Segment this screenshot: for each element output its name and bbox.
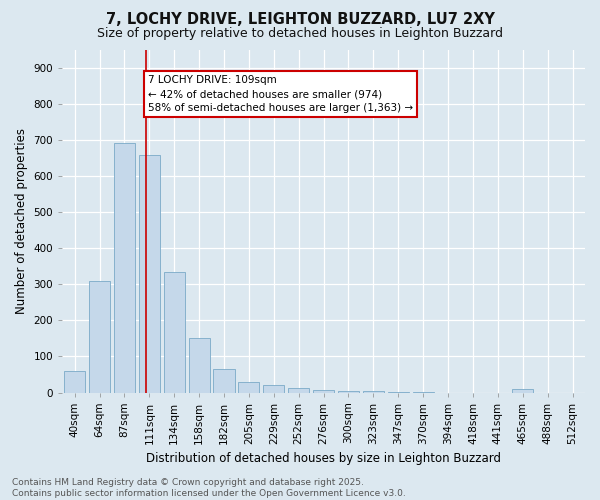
Bar — [214, 369, 235, 392]
Bar — [363, 391, 384, 392]
Bar — [238, 382, 259, 392]
Bar — [114, 142, 135, 392]
Text: 7 LOCHY DRIVE: 109sqm
← 42% of detached houses are smaller (974)
58% of semi-det: 7 LOCHY DRIVE: 109sqm ← 42% of detached … — [148, 75, 413, 113]
Bar — [64, 371, 85, 392]
Bar — [164, 272, 185, 392]
Y-axis label: Number of detached properties: Number of detached properties — [15, 128, 28, 314]
Bar — [338, 390, 359, 392]
Bar — [313, 390, 334, 392]
Bar — [188, 338, 210, 392]
Text: Contains HM Land Registry data © Crown copyright and database right 2025.
Contai: Contains HM Land Registry data © Crown c… — [12, 478, 406, 498]
X-axis label: Distribution of detached houses by size in Leighton Buzzard: Distribution of detached houses by size … — [146, 452, 501, 465]
Bar — [512, 389, 533, 392]
Bar — [263, 386, 284, 392]
Bar — [288, 388, 309, 392]
Text: 7, LOCHY DRIVE, LEIGHTON BUZZARD, LU7 2XY: 7, LOCHY DRIVE, LEIGHTON BUZZARD, LU7 2X… — [106, 12, 494, 28]
Bar — [89, 280, 110, 392]
Text: Size of property relative to detached houses in Leighton Buzzard: Size of property relative to detached ho… — [97, 28, 503, 40]
Bar — [139, 154, 160, 392]
